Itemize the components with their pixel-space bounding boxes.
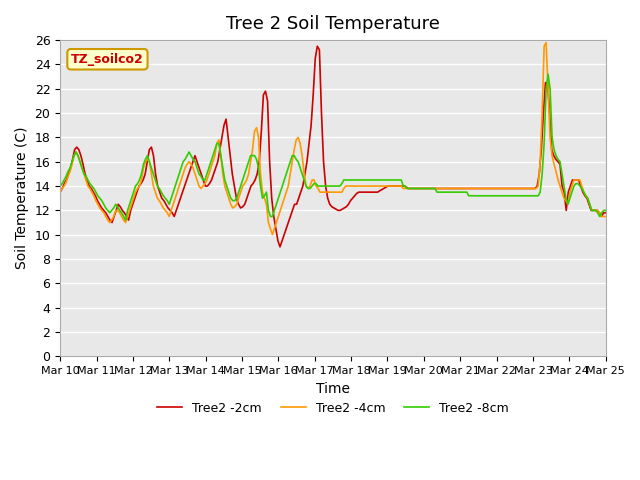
Line: Tree2 -2cm: Tree2 -2cm: [60, 46, 605, 247]
Tree2 -2cm: [56, 189, 64, 195]
Tree2 -8cm: [336, 183, 344, 189]
Line: Tree2 -8cm: Tree2 -8cm: [60, 74, 605, 220]
Tree2 -8cm: [602, 207, 609, 213]
Tree2 -2cm: [235, 202, 243, 207]
Tree2 -8cm: [544, 72, 552, 77]
Tree2 -4cm: [602, 214, 609, 219]
Tree2 -4cm: [437, 186, 445, 192]
Tree2 -2cm: [292, 202, 300, 207]
Title: Tree 2 Soil Temperature: Tree 2 Soil Temperature: [226, 15, 440, 33]
Tree2 -4cm: [342, 183, 349, 189]
X-axis label: Time: Time: [316, 382, 350, 396]
Tree2 -4cm: [269, 232, 276, 238]
Tree2 -8cm: [122, 217, 129, 223]
Tree2 -4cm: [336, 189, 344, 195]
Tree2 -8cm: [383, 177, 391, 183]
Tree2 -4cm: [128, 202, 136, 207]
Tree2 -8cm: [130, 189, 138, 195]
Tree2 -8cm: [260, 193, 268, 199]
Tree2 -8cm: [342, 177, 349, 183]
Tree2 -4cm: [542, 40, 550, 46]
Tree2 -4cm: [259, 189, 266, 195]
Line: Tree2 -4cm: Tree2 -4cm: [60, 43, 605, 235]
Tree2 -4cm: [56, 189, 64, 195]
Tree2 -2cm: [372, 189, 380, 195]
Tree2 -2cm: [602, 210, 609, 216]
Tree2 -2cm: [403, 184, 410, 190]
Tree2 -8cm: [56, 183, 64, 189]
Tree2 -4cm: [383, 183, 391, 189]
Tree2 -2cm: [314, 43, 321, 49]
Tree2 -2cm: [71, 147, 79, 153]
Legend: Tree2 -2cm, Tree2 -4cm, Tree2 -8cm: Tree2 -2cm, Tree2 -4cm, Tree2 -8cm: [152, 396, 514, 420]
Y-axis label: Soil Temperature (C): Soil Temperature (C): [15, 127, 29, 269]
Tree2 -2cm: [262, 88, 269, 94]
Tree2 -8cm: [437, 189, 445, 195]
Tree2 -2cm: [276, 244, 284, 250]
Text: TZ_soilco2: TZ_soilco2: [71, 53, 144, 66]
